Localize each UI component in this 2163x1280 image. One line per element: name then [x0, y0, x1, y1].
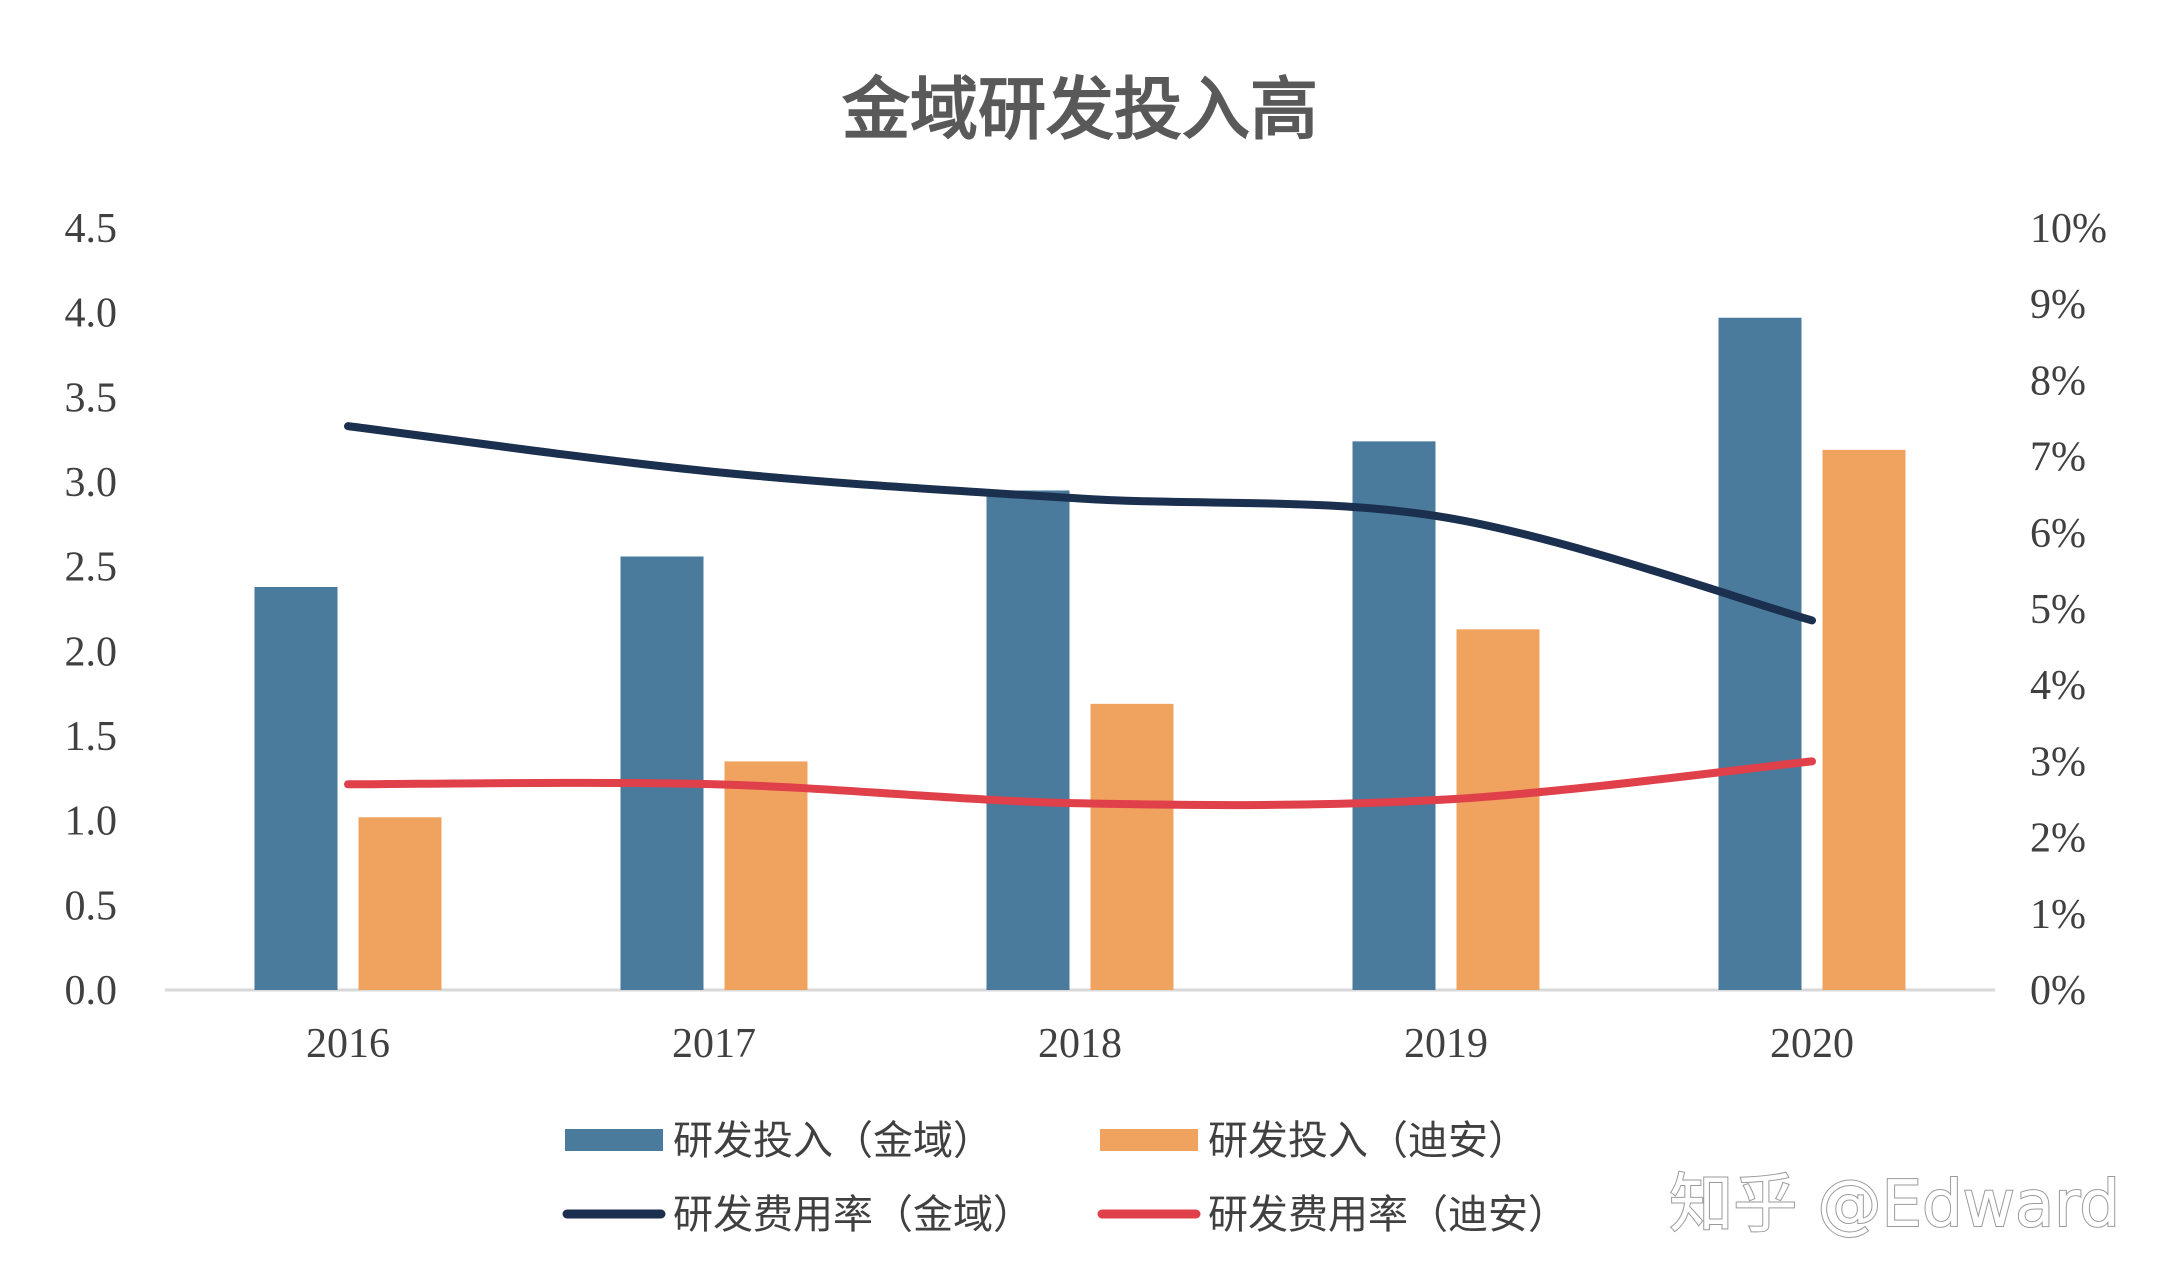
right-tick-label: 8%	[2030, 358, 2086, 404]
right-axis: 0% 1% 2% 3% 4% 5% 6% 7% 8% 9% 10%	[2030, 206, 2107, 1014]
watermark: 知乎 @Edward	[1669, 1168, 2120, 1242]
legend: 研发投入（金域） 研发投入（迪安） 研发费用率（金域） 研发费用率（迪安）	[562, 1118, 1568, 1238]
right-tick-label: 0%	[2030, 968, 2086, 1014]
lines	[344, 422, 1816, 810]
left-tick-label: 0.0	[65, 968, 118, 1014]
right-tick-label: 4%	[2030, 663, 2086, 709]
bar	[620, 556, 704, 990]
right-tick-label: 7%	[2030, 435, 2086, 481]
bars	[254, 317, 1906, 990]
right-tick-label: 3%	[2030, 739, 2086, 785]
x-tick-label: 2018	[1038, 1021, 1122, 1067]
right-tick-label: 9%	[2030, 282, 2086, 328]
bar	[1718, 317, 1802, 990]
left-tick-label: 2.5	[65, 545, 118, 591]
bar	[1822, 449, 1906, 990]
bar	[724, 761, 808, 990]
left-tick-label: 4.5	[65, 206, 118, 252]
left-tick-label: 3.5	[65, 375, 118, 421]
bar	[1090, 703, 1174, 990]
legend-swatch	[565, 1129, 663, 1151]
bar	[358, 817, 442, 990]
right-tick-label: 6%	[2030, 511, 2086, 557]
bar	[1456, 629, 1540, 990]
left-tick-label: 1.0	[65, 799, 118, 845]
legend-swatch	[1100, 1129, 1198, 1151]
right-tick-label: 5%	[2030, 587, 2086, 633]
legend-label: 研发投入（迪安）	[1208, 1118, 1528, 1164]
x-tick-label: 2016	[306, 1021, 390, 1067]
x-tick-label: 2020	[1770, 1021, 1854, 1067]
legend-label: 研发投入（金域）	[673, 1118, 993, 1164]
legend-label: 研发费用率（金域）	[673, 1192, 1033, 1238]
legend-label: 研发费用率（迪安）	[1208, 1192, 1568, 1238]
x-tick-label: 2019	[1404, 1021, 1488, 1067]
left-tick-label: 1.5	[65, 714, 118, 760]
series-line	[344, 422, 1816, 625]
chart-title: 金域研发投入高	[841, 71, 1318, 150]
left-axis: 0.0 0.5 1.0 1.5 2.0 2.5 3.0 3.5 4.0 4.5	[65, 206, 118, 1014]
right-tick-label: 1%	[2030, 892, 2086, 938]
left-tick-label: 0.5	[65, 883, 118, 929]
right-tick-label: 10%	[2030, 206, 2107, 252]
x-tick-label: 2017	[672, 1021, 756, 1067]
bar	[254, 586, 338, 990]
left-tick-label: 3.0	[65, 460, 118, 506]
x-axis: 2016 2017 2018 2019 2020	[306, 1021, 1854, 1067]
left-tick-label: 4.0	[65, 291, 118, 337]
bar	[1352, 441, 1436, 990]
series-line	[344, 757, 1816, 810]
right-tick-label: 2%	[2030, 816, 2086, 862]
left-tick-label: 2.0	[65, 629, 118, 675]
bar	[986, 490, 1070, 990]
